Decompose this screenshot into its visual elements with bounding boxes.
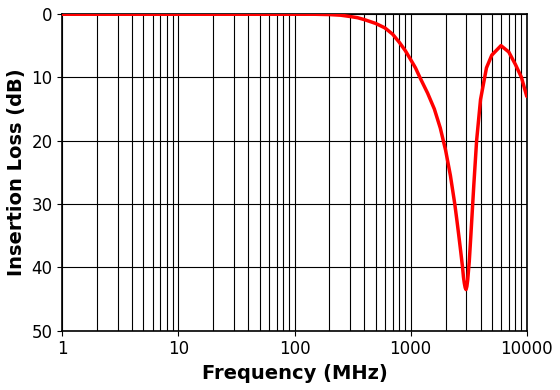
X-axis label: Frequency (MHz): Frequency (MHz) bbox=[202, 364, 388, 383]
Y-axis label: Insertion Loss (dB): Insertion Loss (dB) bbox=[7, 69, 26, 276]
